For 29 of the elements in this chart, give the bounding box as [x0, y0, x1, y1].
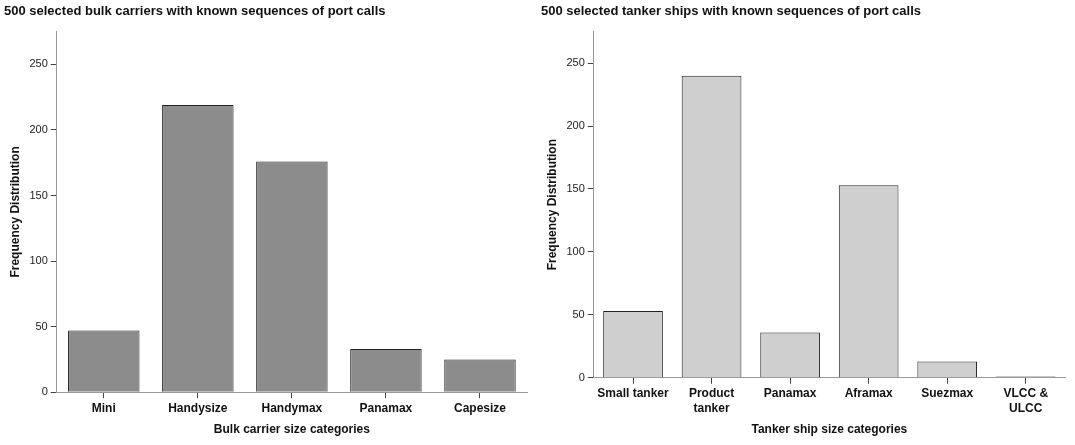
y-axis-title: Frequency Distribution [7, 146, 22, 278]
y-tick-label: 200 [566, 119, 585, 132]
x-tick-label: Handysize [168, 400, 228, 415]
y-axis-title: Frequency Distribution [544, 139, 559, 271]
x-tick-label: Panamax [763, 386, 817, 401]
x-tick-label: Capesize [453, 400, 507, 415]
y-tick-label: 150 [566, 181, 585, 194]
x-tick-label: Panamax [359, 400, 413, 415]
x-axis-title: Tanker ship size categories [751, 422, 908, 437]
y-tick-label: 50 [35, 319, 48, 332]
y-tick-label: 0 [578, 370, 585, 383]
chart-title: 500 selected tanker ships with known sequences of port calls [541, 3, 922, 19]
y-tick-label: 0 [41, 385, 48, 398]
y-tick-label: 100 [566, 244, 585, 257]
y-tick-label: 250 [566, 56, 585, 69]
x-tick-label: Handymax [261, 400, 323, 415]
x-tick-label: VLCC & ULCC [1003, 386, 1049, 415]
x-tick-label: Mini [91, 400, 116, 415]
x-tick-label: Aframax [844, 386, 893, 401]
x-axis-title: Bulk carrier size categories [213, 422, 371, 437]
y-tick-label: 100 [29, 254, 48, 267]
y-tick-label: 200 [29, 122, 48, 135]
x-tick-label: Suezmax [921, 386, 974, 401]
x-tick-label: Small tanker [597, 386, 670, 401]
y-tick-label: 250 [29, 57, 48, 70]
y-tick-label: 50 [572, 307, 585, 320]
y-tick-label: 150 [29, 188, 48, 201]
x-tick-label: Product tanker [688, 386, 735, 415]
chart-title: 500 selected bulk carriers with known sequences of port calls [4, 3, 386, 19]
